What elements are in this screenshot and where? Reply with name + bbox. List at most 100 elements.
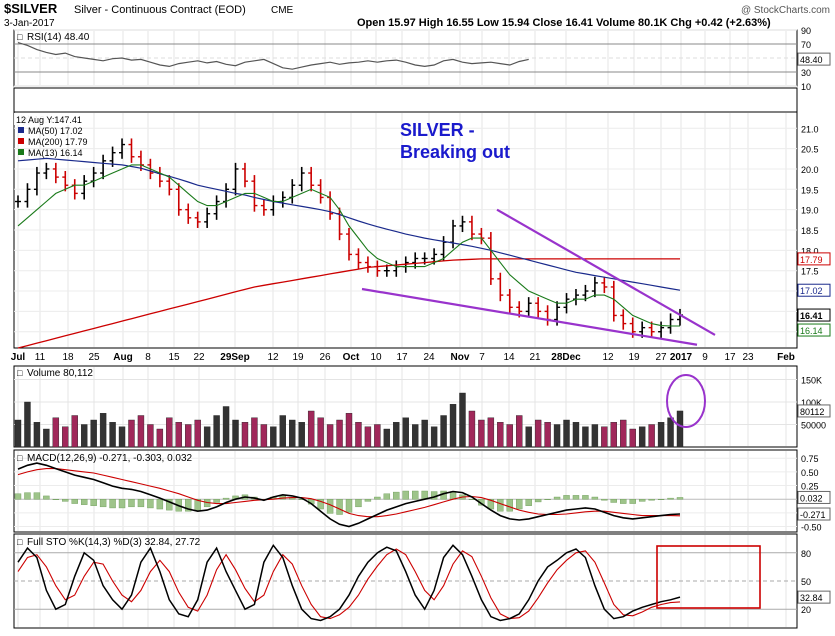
price-axis-badge	[797, 308, 831, 322]
macd-histogram-bar	[582, 495, 589, 500]
macd-histogram-bar	[544, 499, 551, 500]
price-axis-badge-label: 16.14	[800, 326, 823, 336]
price-axis-badge-label: 17.02	[800, 286, 823, 296]
volume-bar	[383, 428, 391, 448]
price-axis-badge-label: 17.79	[800, 255, 823, 265]
volume-bar	[468, 410, 476, 448]
macd-histogram-bar	[516, 499, 523, 510]
volume-bar	[137, 415, 145, 448]
volume-bar	[99, 413, 107, 448]
hover-tip-bg	[14, 113, 84, 125]
price-tick-label: 17.5	[801, 267, 819, 277]
x-axis-label: 14	[503, 352, 515, 363]
volume-bar	[534, 419, 542, 448]
rsi-line	[17, 42, 529, 70]
macd-tick-label: -0.50	[801, 523, 822, 533]
price-tick-label: 20.0	[801, 165, 819, 175]
volume-bar	[175, 422, 182, 448]
volume-highlight-ellipse	[666, 374, 706, 428]
macd-tick-label: 0.50	[801, 468, 819, 478]
volume-bar	[610, 422, 617, 448]
x-axis-label: Oct	[343, 352, 360, 363]
stoch-highlight-box	[656, 545, 761, 609]
macd-signal-line	[17, 468, 681, 518]
volume-bar	[326, 424, 334, 448]
x-axis-label: 22	[193, 352, 205, 363]
macd-histogram-bar	[657, 499, 665, 500]
macd-histogram-bar	[345, 499, 353, 513]
macd-histogram-bar	[24, 492, 31, 500]
volume-bar	[213, 415, 220, 448]
volume-bar	[638, 426, 646, 448]
macd-line	[17, 462, 681, 528]
rsi-tick-label: 90	[801, 26, 811, 36]
price-header-strip	[13, 87, 798, 113]
annotation-line-1: SILVER -	[400, 120, 475, 140]
price-tick-label: 20.5	[801, 145, 819, 155]
price-axis-badge	[797, 283, 831, 297]
volume-bar	[629, 428, 636, 448]
volume-bar	[336, 419, 343, 448]
price-axis-badge	[797, 323, 831, 337]
volume-bar	[421, 419, 428, 448]
volume-bar	[402, 417, 409, 448]
symbol: $SILVER	[4, 1, 58, 16]
x-axis-label: 19	[292, 352, 304, 363]
rsi-toggle-icon: □	[17, 32, 23, 42]
volume-bar	[147, 424, 154, 448]
macd-current-badge	[797, 507, 831, 521]
hover-tip: 12 Aug Y:147.41	[16, 115, 82, 125]
ma200-line	[17, 258, 680, 349]
volume-bar	[412, 424, 419, 448]
macd-hist-value: 0.032	[800, 493, 823, 503]
chart-marks: 90 70 50 30 10 □ RSI(14) 48.40 48.40 21.0 20.5 20.…	[11, 26, 831, 629]
stoch-current-badge	[797, 590, 831, 604]
volume-bar	[497, 422, 504, 448]
price-tick-label: 19.5	[801, 185, 819, 195]
macd-histogram-bar	[194, 499, 201, 511]
volume-bar	[345, 413, 353, 448]
macd-hist-badge	[797, 490, 831, 504]
volume-bar	[572, 422, 580, 448]
macd-histogram-bar	[80, 499, 88, 505]
macd-histogram-bar	[213, 499, 220, 503]
x-axis-label: Jul	[11, 352, 26, 363]
legend-label: MA(200) 17.79	[28, 137, 88, 147]
x-axis-label: 12	[267, 352, 279, 363]
macd-histogram-bar	[99, 499, 107, 508]
macd-histogram-bar	[14, 493, 22, 500]
x-axis-label: 9	[702, 352, 708, 363]
macd-histogram-bar	[610, 499, 617, 503]
macd-histogram-bar	[71, 499, 78, 504]
macd-histogram-bar	[629, 499, 636, 504]
volume-bar	[620, 419, 627, 448]
stoch-tick-label: 50	[801, 577, 811, 587]
volume-bar	[90, 419, 97, 448]
x-axis-label: 26	[319, 352, 331, 363]
macd-histogram-bar	[364, 499, 372, 502]
volume-current-badge	[797, 404, 831, 418]
macd-histogram-bar	[128, 499, 135, 508]
volume-bar	[393, 422, 400, 448]
x-axis-label: 7	[479, 352, 485, 363]
volume-bar	[657, 422, 665, 448]
volume-bar	[676, 410, 684, 448]
volume-bar	[43, 428, 50, 448]
wedge-upper-trendline	[496, 208, 716, 336]
volume-bar	[487, 417, 495, 448]
macd-histogram-bar	[326, 499, 334, 514]
volume-bar	[582, 426, 589, 448]
x-axis-label: 2017	[670, 352, 693, 363]
volume-bar	[563, 419, 570, 448]
price-axis-badge-label: 16.41	[800, 311, 823, 321]
x-axis-label: 28Dec	[551, 352, 581, 363]
volume-bar	[591, 424, 599, 448]
volume-bar	[62, 426, 69, 448]
price-tick-label: 18.0	[801, 246, 819, 256]
volume-bar	[506, 424, 513, 448]
x-axis-label: 12	[602, 352, 614, 363]
rsi-current-value: 48.40	[800, 55, 823, 65]
macd-histogram-bar	[393, 491, 400, 500]
ohlc-summary: Open 15.97 High 16.55 Low 15.94 Close 16…	[357, 17, 771, 29]
chart-date: 3-Jan-2017	[4, 18, 55, 29]
